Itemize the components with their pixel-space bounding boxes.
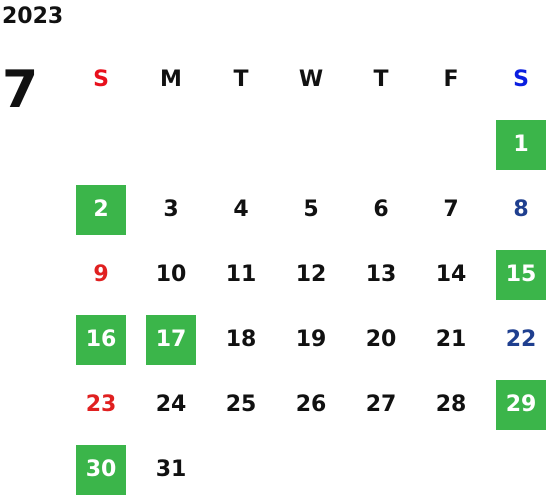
- day-highlighted: 15: [496, 250, 546, 300]
- day-highlighted: 16: [76, 315, 126, 365]
- day: 18: [225, 327, 257, 352]
- year: 2023: [2, 4, 64, 29]
- day: 23: [85, 392, 117, 417]
- day: 11: [225, 262, 257, 287]
- day: 25: [225, 392, 257, 417]
- weekday-header: S: [93, 67, 109, 92]
- month: 7: [2, 60, 39, 120]
- day: 7: [443, 197, 459, 222]
- day: 27: [365, 392, 397, 417]
- weekday-header: W: [298, 67, 324, 92]
- weekday-header: M: [160, 67, 182, 92]
- day: 31: [155, 457, 187, 482]
- day: 12: [295, 262, 327, 287]
- day: 6: [373, 197, 389, 222]
- day: 8: [513, 197, 529, 222]
- day-highlighted: 17: [146, 315, 196, 365]
- day: 3: [163, 197, 179, 222]
- day: 4: [233, 197, 249, 222]
- day: 13: [365, 262, 397, 287]
- day-highlighted: 30: [76, 445, 126, 495]
- day: 21: [435, 327, 467, 352]
- weekday-header: T: [233, 67, 249, 92]
- day: 10: [155, 262, 187, 287]
- weekday-header: F: [443, 67, 459, 92]
- day: 24: [155, 392, 187, 417]
- day: 26: [295, 392, 327, 417]
- day-highlighted: 1: [496, 120, 546, 170]
- day: 28: [435, 392, 467, 417]
- day: 19: [295, 327, 327, 352]
- day-highlighted: 29: [496, 380, 546, 430]
- weekday-header: T: [373, 67, 389, 92]
- day: 20: [365, 327, 397, 352]
- day-highlighted: 2: [76, 185, 126, 235]
- day: 5: [303, 197, 319, 222]
- day: 22: [505, 327, 537, 352]
- day: 9: [93, 262, 109, 287]
- weekday-header: S: [513, 67, 529, 92]
- day: 14: [435, 262, 467, 287]
